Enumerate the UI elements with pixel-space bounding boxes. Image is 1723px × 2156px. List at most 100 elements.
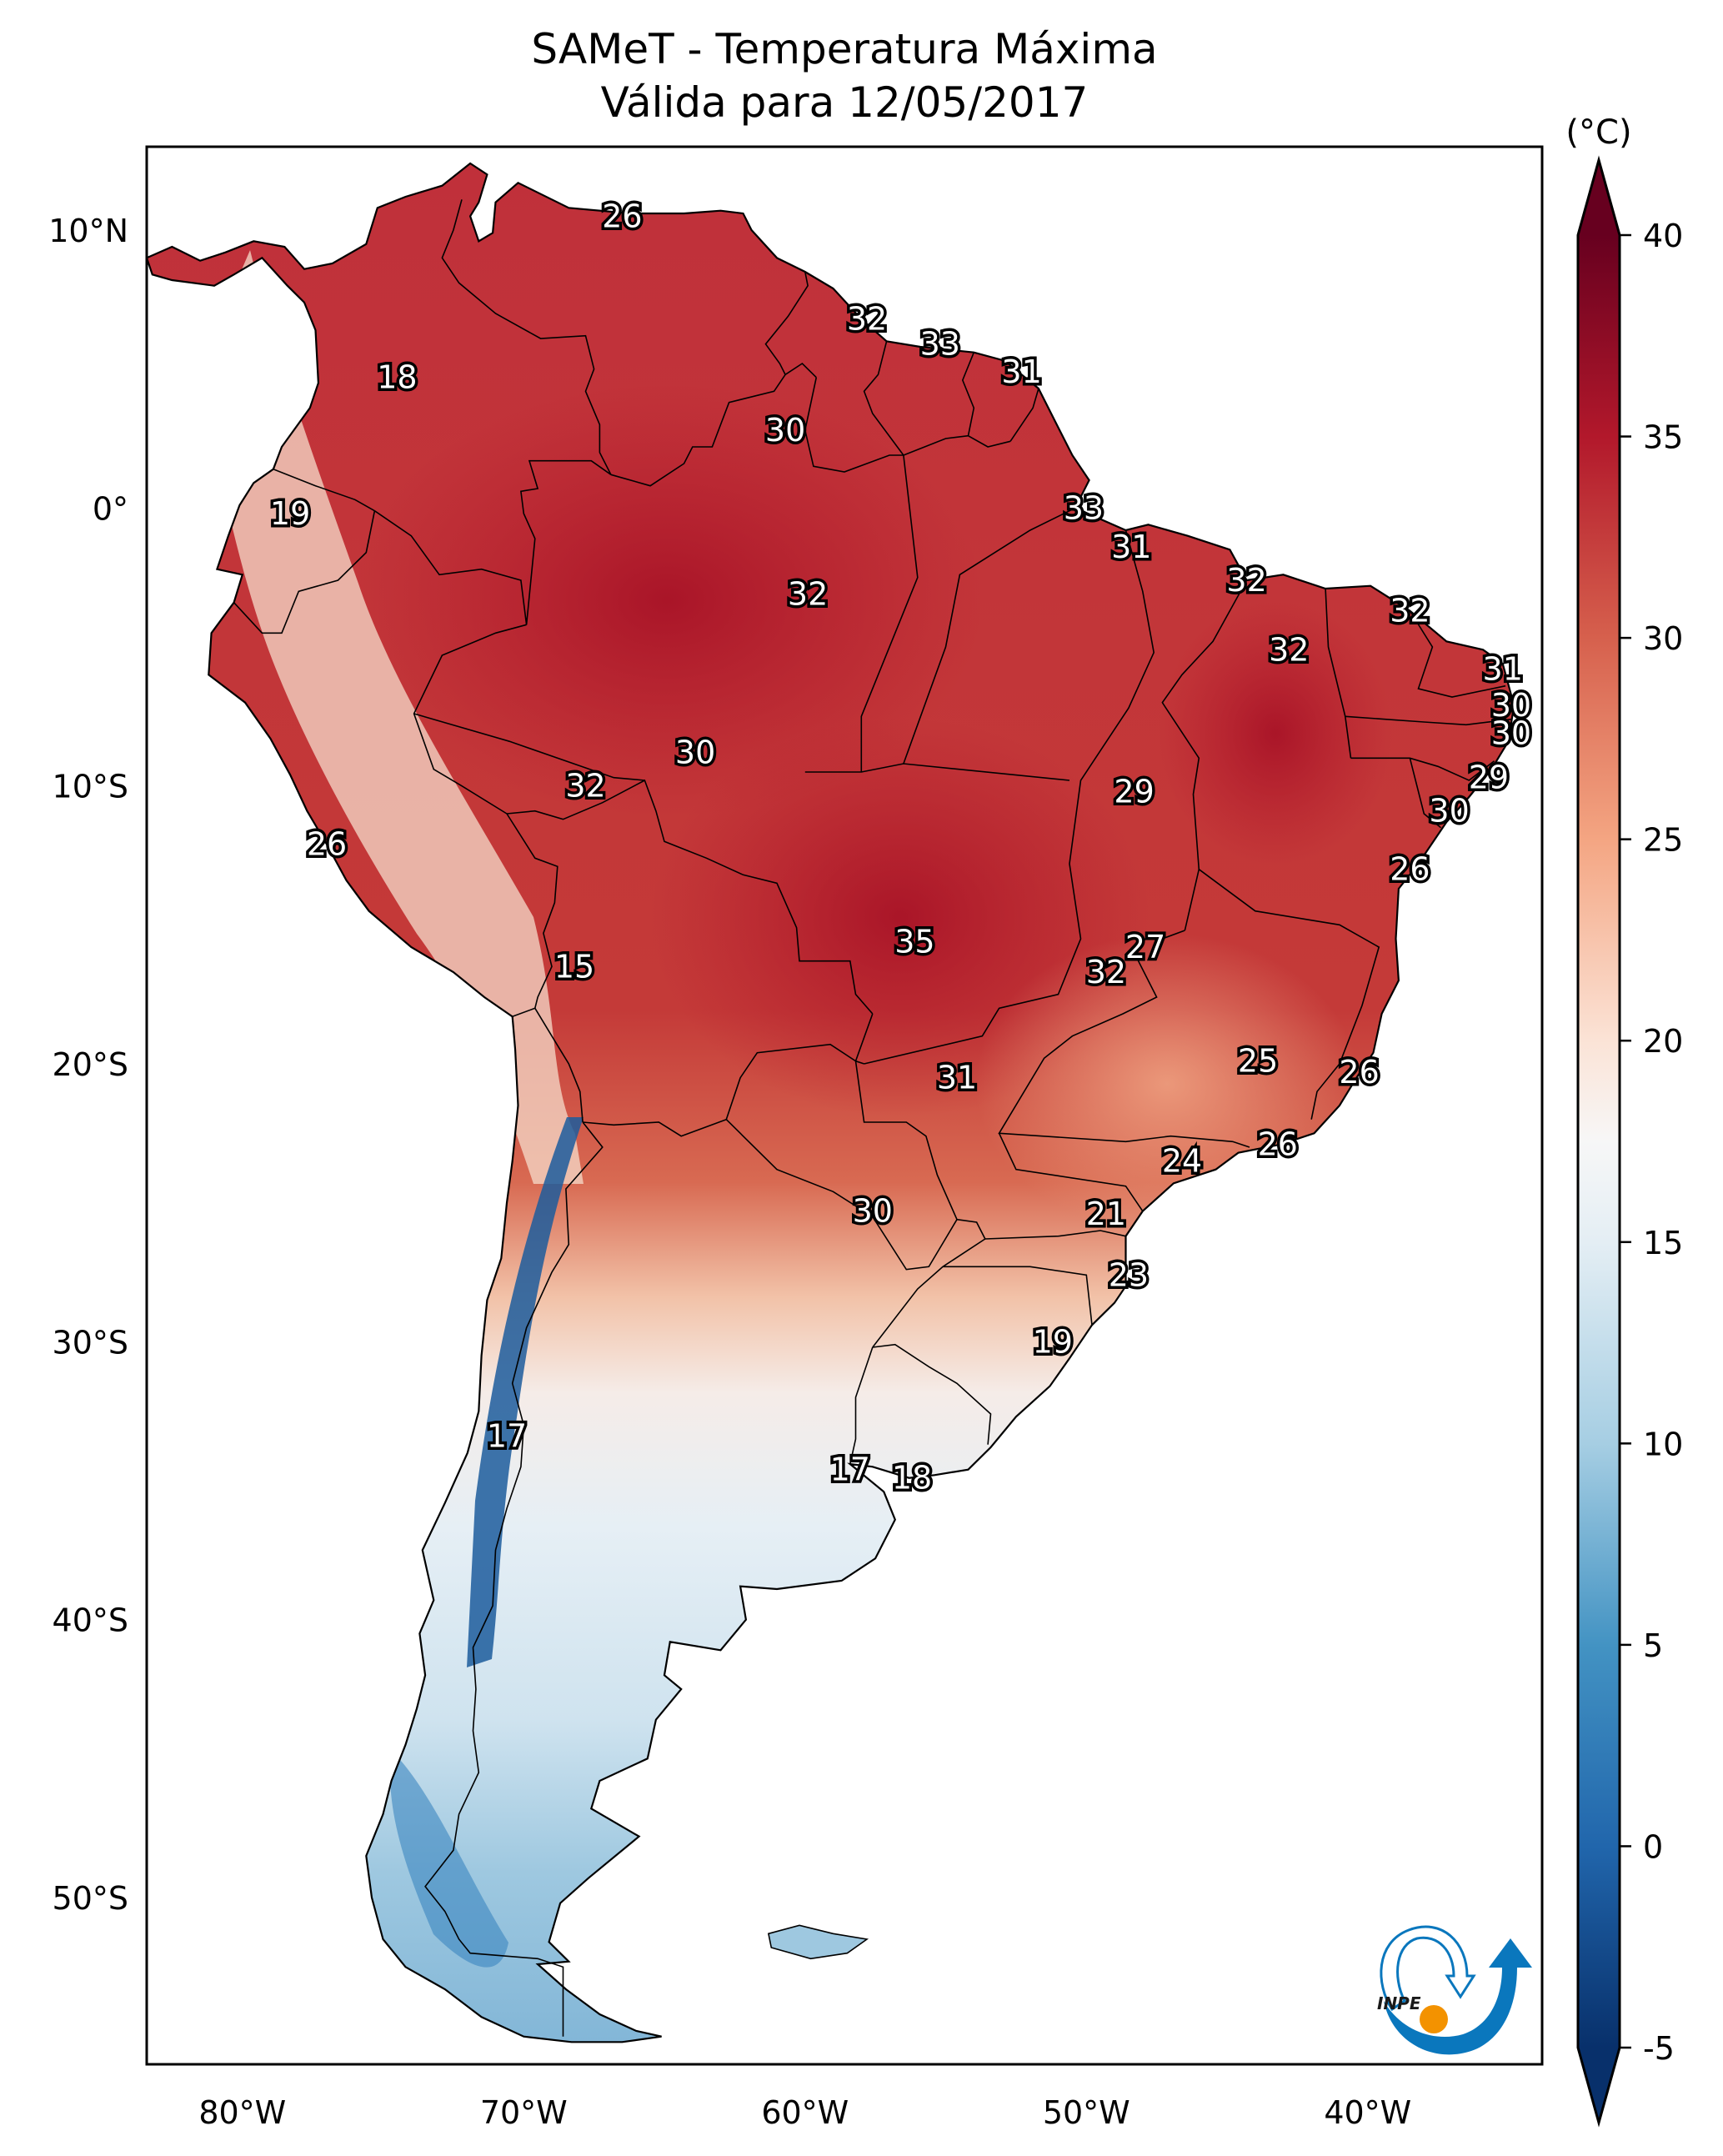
border-guyana-suriname (863, 341, 904, 456)
border-venezuela-guyana (764, 271, 817, 379)
border-argentina-brazil (872, 1218, 986, 1348)
colorbar-tick-label: 30 (1643, 620, 1683, 657)
colorbar-tick-label: -5 (1643, 2030, 1675, 2067)
border-paraguay-argentina (725, 1119, 958, 1271)
border-suriname-brazil (903, 434, 969, 456)
falkland-islands-shape (767, 1924, 869, 1960)
colorbar-tick-label: 25 (1643, 822, 1683, 859)
border-bolivia-argentina (583, 1118, 727, 1137)
border-suriname-fguiana (961, 352, 1011, 448)
station-temperature-label: 31 (1483, 651, 1523, 688)
border-ecuador-peru (233, 510, 376, 634)
station-temperature-label: 17 (487, 1418, 527, 1455)
border-chile-argentina (424, 1121, 604, 2037)
station-temperature-label: 33 (920, 326, 960, 363)
station-temperature-label: 32 (565, 768, 605, 805)
latitude-tick-label: 40°S (53, 1602, 128, 1639)
station-temperature-label: 31 (937, 1060, 977, 1096)
border-brazil-state-16 (1409, 610, 1506, 698)
station-temperature-label: 15 (554, 948, 594, 985)
latitude-tick-label: 30°S (53, 1324, 128, 1361)
border-bolivia-paraguay (725, 1013, 874, 1120)
logo-text: INPE (1377, 1993, 1421, 2013)
border-brazil-state-10 (998, 1132, 1144, 1212)
colorbar-gradient (1578, 235, 1620, 2048)
border-guyana-brazil (804, 377, 904, 473)
border-acre-bolivia (506, 779, 874, 1015)
colorbar-tick-label: 0 (1643, 1828, 1663, 1865)
station-temperature-label: 29 (1114, 773, 1154, 810)
station-temperature-label: 30 (1429, 793, 1469, 830)
logo-orbit-arrow-icon (1380, 1925, 1476, 2012)
station-temperature-label: 18 (377, 359, 417, 396)
border-uruguay-argentina (849, 1346, 874, 1465)
longitude-tick-label: 70°W (480, 2094, 568, 2131)
border-brazil-state-3 (860, 454, 919, 772)
border-peru-bolivia (506, 813, 558, 1009)
station-temperature-label: 26 (1258, 1126, 1298, 1163)
andes-cold-ridge (467, 1117, 584, 1667)
patagonia-cold-zone (390, 1751, 508, 1968)
andes-cool-band (200, 250, 584, 1184)
station-temperature-label: 30 (675, 735, 715, 771)
station-temperature-label: 23 (1109, 1256, 1149, 1293)
border-chile-bolivia (534, 1007, 584, 1123)
latitude-tick-label: 0° (93, 490, 128, 527)
border-brazil-state-4 (903, 507, 1076, 765)
station-temperature-label: 17 (830, 1452, 870, 1488)
station-labels: 2618193233313033313232323130302930263230… (267, 195, 1534, 1499)
colorbar-tick-label: 5 (1643, 1627, 1663, 1664)
latitude-tick-label: 10°S (53, 769, 128, 805)
colorbar-unit-label: (°C) (1565, 113, 1631, 152)
station-temperature-label: 18 (892, 1460, 932, 1497)
chart-title: SAMeT - Temperatura Máxima (531, 25, 1158, 73)
border-brazil-state-15 (1409, 758, 1442, 829)
border-brazil-state-7 (1325, 588, 1352, 759)
station-temperature-label: 32 (1269, 631, 1309, 668)
station-temperature-label: 27 (1125, 929, 1165, 965)
colorbar: (°C) 40 35 30 25 20 15 10 5 0 -5 (1565, 113, 1683, 2128)
station-temperature-label: 19 (270, 495, 310, 532)
longitude-axis: 80°W 70°W 60°W 50°W 40°W (198, 2094, 1411, 2131)
border-brazil-state-1 (804, 763, 1070, 781)
border-brazil-state-13 (1345, 715, 1511, 726)
station-temperature-label: 31 (1111, 529, 1151, 565)
station-temperature-label: 19 (1033, 1323, 1073, 1360)
border-colombia-venezuela (441, 199, 612, 475)
station-temperature-label: 35 (894, 923, 934, 960)
colorbar-tick-label: 40 (1643, 218, 1683, 254)
station-temperature-label: 32 (1226, 562, 1266, 599)
border-brazil-state-8 (998, 930, 1250, 1148)
station-temperature-label: 26 (602, 198, 642, 234)
station-temperature-label: 24 (1162, 1143, 1202, 1180)
border-brazil-state-5 (864, 529, 1155, 1065)
latitude-tick-label: 20°S (53, 1046, 128, 1083)
coastline (147, 162, 1515, 2043)
longitude-tick-label: 40°W (1324, 2094, 1411, 2131)
temperature-field (147, 163, 1515, 2043)
border-peru-chile (512, 1007, 536, 1018)
station-temperature-label: 32 (1390, 593, 1430, 629)
station-temperature-label: 30 (765, 412, 805, 449)
border-brazil-state-12 (943, 1266, 1093, 1326)
border-brazil-state-6 (1161, 579, 1248, 931)
border-colombia-ecuador (273, 468, 375, 512)
latitude-tick-label: 50°S (53, 1880, 128, 1917)
station-temperature-label: 30 (853, 1193, 893, 1230)
latitude-axis: 10°N 0° 10°S 20°S 30°S 40°S 50°S (48, 213, 128, 1917)
logo-rising-arrow-icon (1384, 1938, 1532, 2055)
station-temperature-label: 26 (1390, 851, 1430, 888)
colorbar-tick-label: 20 (1643, 1023, 1683, 1060)
colorbar-tick-label: 15 (1643, 1225, 1683, 1261)
station-temperature-label: 21 (1086, 1196, 1126, 1232)
falkland-islands (767, 1924, 869, 1960)
colorbar-extend-max (1578, 160, 1620, 235)
longitude-tick-label: 60°W (761, 2094, 849, 2131)
station-temperature-label: 32 (1086, 954, 1126, 990)
longitude-tick-label: 80°W (198, 2094, 286, 2131)
map-frame (145, 145, 1544, 2066)
colorbar-extend-min (1578, 2048, 1620, 2123)
border-colombia-brazil (520, 459, 612, 625)
station-temperature-label: 26 (307, 826, 347, 863)
chart-subtitle: Válida para 12/05/2017 (600, 78, 1089, 127)
